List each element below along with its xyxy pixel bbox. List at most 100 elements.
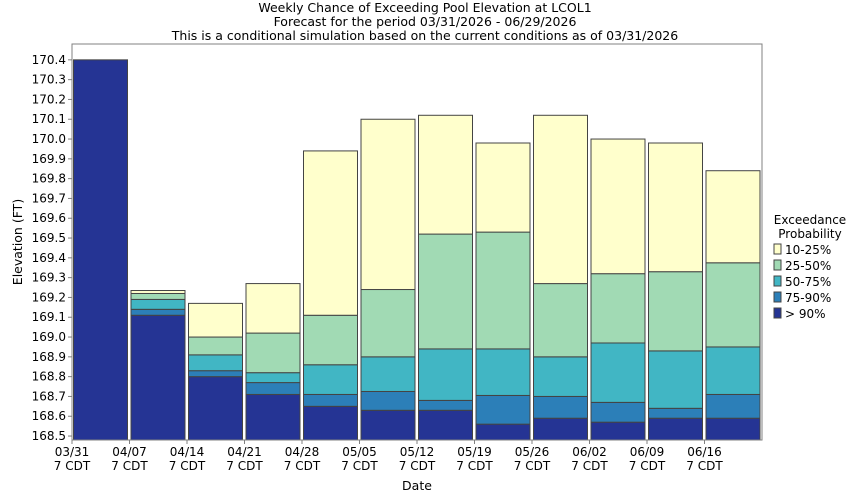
x-tick-label-date: 05/12 <box>400 445 435 459</box>
y-tick-label: 169.9 <box>32 152 66 166</box>
bar-segment-06-16-band-4 <box>705 262 761 348</box>
bar-segment-06-02-band-1 <box>590 421 646 441</box>
y-tick-label: 169.4 <box>32 251 66 265</box>
bar-segment-04-14-band-4 <box>188 336 243 356</box>
x-tick-label-date: 06/02 <box>572 445 607 459</box>
y-tick-label: 170.0 <box>32 132 66 146</box>
bar-segment-05-26-band-3 <box>533 356 588 397</box>
x-tick-label-tz: 7 CDT <box>514 459 551 473</box>
bar-segment-05-05-band-3 <box>360 356 416 392</box>
x-tick-label-date: 04/07 <box>112 445 147 459</box>
bar-segment-06-16-band-3 <box>705 346 761 395</box>
y-tick-label: 168.8 <box>32 370 66 384</box>
bar-segment-04-07-band-3 <box>130 298 186 310</box>
bar-segment-04-07-band-4 <box>130 292 186 300</box>
x-tick-label-date: 06/09 <box>630 445 665 459</box>
bar-segment-05-19-band-3 <box>475 348 531 396</box>
bar-segment-04-07-band-2 <box>130 308 186 316</box>
bar-segment-05-05-band-4 <box>360 289 416 358</box>
bar-segment-06-02-band-4 <box>590 273 646 344</box>
x-tick-label-tz: 7 CDT <box>399 459 436 473</box>
x-tick-label-tz: 7 CDT <box>686 459 723 473</box>
bar-segment-04-07-band-1 <box>130 314 186 441</box>
y-tick-label: 170.1 <box>32 112 66 126</box>
legend-swatch <box>773 307 782 319</box>
y-axis-label: Elevation (FT) <box>10 199 25 285</box>
bar-segment-04-14-band-3 <box>188 354 243 372</box>
chart-title-line-3: This is a conditional simulation based o… <box>171 28 678 43</box>
bar-segment-06-09-band-5 <box>648 142 703 273</box>
legend-swatch <box>773 291 782 303</box>
plot-area <box>72 44 762 440</box>
x-tick-label-tz: 7 CDT <box>456 459 493 473</box>
bar-segment-06-09-band-4 <box>648 271 703 352</box>
bar-segment-05-12-band-3 <box>418 348 473 401</box>
bar-segment-05-05-band-1 <box>360 409 416 441</box>
bar-segment-05-26-band-4 <box>533 283 588 358</box>
y-tick-label: 168.7 <box>32 389 66 403</box>
bar-segment-05-12-band-5 <box>418 114 473 235</box>
x-tick-label-tz: 7 CDT <box>111 459 148 473</box>
bar-segment-04-28-band-3 <box>303 364 358 395</box>
bar-segment-04-21-band-5 <box>245 283 301 334</box>
x-tick-label-tz: 7 CDT <box>571 459 608 473</box>
x-tick-label-date: 04/21 <box>227 445 262 459</box>
x-tick-label-date: 04/28 <box>285 445 320 459</box>
bar-segment-05-26-band-5 <box>533 114 588 285</box>
bars <box>73 59 761 441</box>
bar-segment-06-16-band-5 <box>705 170 761 264</box>
bar-segment-03-31-band-1 <box>73 59 128 441</box>
bar-segment-05-05-band-2 <box>360 390 416 411</box>
bar-segment-05-19-band-2 <box>475 394 531 425</box>
y-tick-label: 169.1 <box>32 310 66 324</box>
bar-segment-04-21-band-2 <box>245 382 301 395</box>
legend-items: 10-25% 25-50% 50-75% 75-90% > 90% <box>773 243 831 321</box>
y-tick-label: 169.3 <box>32 271 66 285</box>
bar-segment-04-21-band-4 <box>245 332 301 374</box>
legend-label: > 90% <box>785 307 826 321</box>
x-tick-label-tz: 7 CDT <box>341 459 378 473</box>
x-tick-label-date: 03/31 <box>55 445 90 459</box>
bar-segment-06-02-band-5 <box>590 138 646 275</box>
x-tick-label-date: 05/19 <box>457 445 492 459</box>
y-tick-label: 169.2 <box>32 290 66 304</box>
bar-segment-04-07-band-5 <box>130 290 186 294</box>
y-tick-label: 169.0 <box>32 330 66 344</box>
y-tick-label: 170.2 <box>32 92 66 106</box>
bar-segment-04-14-band-2 <box>188 370 243 378</box>
bar-segment-04-21-band-1 <box>245 393 301 441</box>
chart-titles: Weekly Chance of Exceeding Pool Elevatio… <box>171 0 678 43</box>
bar-segment-04-14-band-1 <box>188 376 243 441</box>
y-tick-label: 168.6 <box>32 409 66 423</box>
y-tick-label: 169.8 <box>32 172 66 186</box>
y-tick-label: 170.4 <box>32 53 66 67</box>
x-tick-label-date: 05/26 <box>515 445 550 459</box>
x-tick-label-date: 06/16 <box>687 445 722 459</box>
bar-segment-04-14-band-5 <box>188 302 243 338</box>
x-tick-label-tz: 7 CDT <box>226 459 263 473</box>
bar-segment-04-28-band-5 <box>303 150 358 316</box>
bar-segment-05-05-band-5 <box>360 118 416 291</box>
legend-swatch <box>773 259 782 271</box>
bar-segment-06-16-band-1 <box>705 417 761 441</box>
bar-segment-06-02-band-2 <box>590 401 646 423</box>
y-tick-label: 169.5 <box>32 231 66 245</box>
y-tick-label: 169.6 <box>32 211 66 225</box>
bar-segment-04-21-band-3 <box>245 372 301 384</box>
chart-title-line-1: Weekly Chance of Exceeding Pool Elevatio… <box>258 0 591 15</box>
legend-label: 25-50% <box>785 259 831 273</box>
bar-segment-05-26-band-2 <box>533 395 588 419</box>
x-tick-label-tz: 7 CDT <box>629 459 666 473</box>
x-tick-label-tz: 7 CDT <box>284 459 321 473</box>
legend-title-line-1: Exceedance <box>774 213 846 227</box>
bar-segment-05-12-band-2 <box>418 399 473 411</box>
legend-label: 50-75% <box>785 275 831 289</box>
x-tick-label-date: 04/14 <box>170 445 205 459</box>
bar-segment-05-19-band-5 <box>475 142 531 233</box>
bar-segment-05-26-band-1 <box>533 417 588 441</box>
bar-segment-05-19-band-4 <box>475 231 531 350</box>
legend: Exceedance Probability 10-25% 25-50% 50-75… <box>773 213 846 321</box>
chart-title-line-2: Forecast for the period 03/31/2026 - 06/… <box>274 14 577 29</box>
